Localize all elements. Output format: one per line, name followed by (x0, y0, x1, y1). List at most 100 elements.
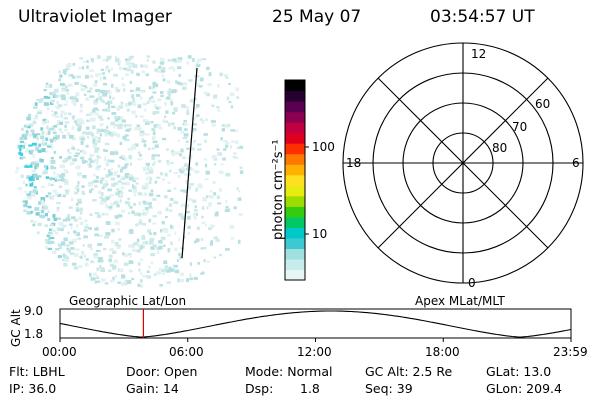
uv-speckle (116, 188, 120, 191)
uv-speckle (234, 156, 239, 160)
uv-speckle (45, 176, 49, 179)
uv-speckle (74, 81, 79, 85)
uv-speckle (45, 119, 49, 124)
uv-speckle (153, 232, 157, 236)
uv-speckle (48, 182, 51, 187)
uv-speckle (133, 242, 139, 246)
uv-speckle (115, 89, 120, 93)
uv-speckle (164, 228, 168, 233)
uv-speckle (105, 102, 109, 105)
uv-speckle (167, 122, 171, 127)
uv-speckle (215, 239, 220, 242)
uv-speckle (78, 66, 82, 70)
uv-speckle (142, 241, 145, 245)
uv-speckle (124, 173, 130, 177)
uv-speckle (126, 108, 130, 112)
uv-speckle (96, 130, 100, 134)
uv-speckle (149, 170, 154, 174)
uv-speckle (57, 243, 61, 247)
uv-speckle (78, 264, 83, 268)
uv-speckle (70, 216, 76, 220)
uv-speckle (224, 142, 230, 145)
uv-speckle (192, 213, 197, 217)
uv-speckle (237, 239, 241, 244)
uv-speckle (101, 213, 105, 216)
uv-speckle (92, 144, 96, 149)
uv-speckle (170, 225, 174, 230)
uv-speckle (147, 147, 151, 151)
uv-speckle (28, 133, 34, 137)
uv-speckle (68, 206, 73, 209)
uv-speckle (56, 201, 61, 205)
uv-speckle (193, 216, 197, 220)
uv-speckle (75, 207, 79, 211)
uv-speckle (59, 164, 65, 169)
status-ip: IP: 36.0 (9, 381, 57, 396)
uv-speckle (77, 237, 82, 240)
uv-speckle (50, 138, 54, 143)
uv-speckle (142, 102, 147, 106)
uv-speckle (199, 77, 204, 82)
uv-speckle (238, 213, 243, 217)
status-filter: Flt: LBHL (9, 364, 65, 379)
uv-speckle (49, 223, 54, 227)
status-glat: GLat: 13.0 (486, 364, 552, 379)
uv-speckle (105, 203, 108, 207)
uv-speckle (70, 197, 74, 202)
uv-speckle (52, 131, 57, 135)
uv-speckle (144, 182, 149, 187)
uv-speckle (230, 105, 234, 109)
uv-speckle (216, 148, 220, 151)
uv-speckle (129, 254, 132, 258)
uv-speckle (106, 57, 110, 61)
uv-speckle (98, 257, 103, 261)
uv-speckle (138, 218, 143, 222)
uv-speckle (71, 238, 77, 243)
uv-speckle (80, 105, 83, 108)
uv-speckle (195, 67, 198, 71)
colorbar-band (285, 227, 305, 239)
uv-speckle (146, 270, 150, 273)
uv-speckle (152, 215, 157, 218)
uv-speckle (20, 146, 24, 150)
uv-speckle (193, 240, 197, 244)
uv-speckle (236, 187, 239, 190)
uv-speckle (225, 199, 228, 203)
uv-speckle (123, 262, 129, 266)
uv-speckle (73, 218, 78, 222)
uv-speckle (151, 87, 155, 90)
uv-speckle (196, 226, 200, 230)
uv-speckle (120, 101, 124, 105)
uv-speckle (114, 56, 118, 59)
uv-speckle (164, 115, 167, 118)
uv-speckle (144, 207, 149, 210)
uv-speckle (109, 100, 112, 105)
uv-speckle (49, 92, 53, 96)
uv-speckle (56, 120, 61, 124)
uv-speckle (177, 139, 181, 143)
uv-speckle (186, 61, 189, 65)
uv-speckle (173, 172, 179, 174)
uv-speckle (109, 194, 115, 197)
uv-speckle (160, 69, 166, 73)
uv-speckle (174, 269, 180, 274)
uv-speckle (169, 224, 173, 229)
uv-speckle (163, 244, 166, 247)
colorbar-band (285, 185, 305, 197)
uv-speckle (73, 98, 79, 103)
uv-speckle (129, 230, 134, 234)
uv-speckle (49, 237, 55, 240)
uv-speckle (223, 148, 227, 151)
uv-speckle (105, 174, 109, 178)
uv-speckle (199, 118, 203, 121)
uv-speckle (225, 172, 231, 177)
uv-speckle (188, 198, 193, 202)
uv-speckle (197, 143, 202, 146)
uv-speckle (100, 177, 105, 181)
uv-speckle (231, 140, 235, 143)
uv-speckle (166, 269, 171, 273)
uv-speckle (174, 247, 178, 251)
uv-speckle (197, 83, 200, 87)
uv-speckle (36, 176, 39, 181)
uv-speckle (114, 115, 118, 119)
